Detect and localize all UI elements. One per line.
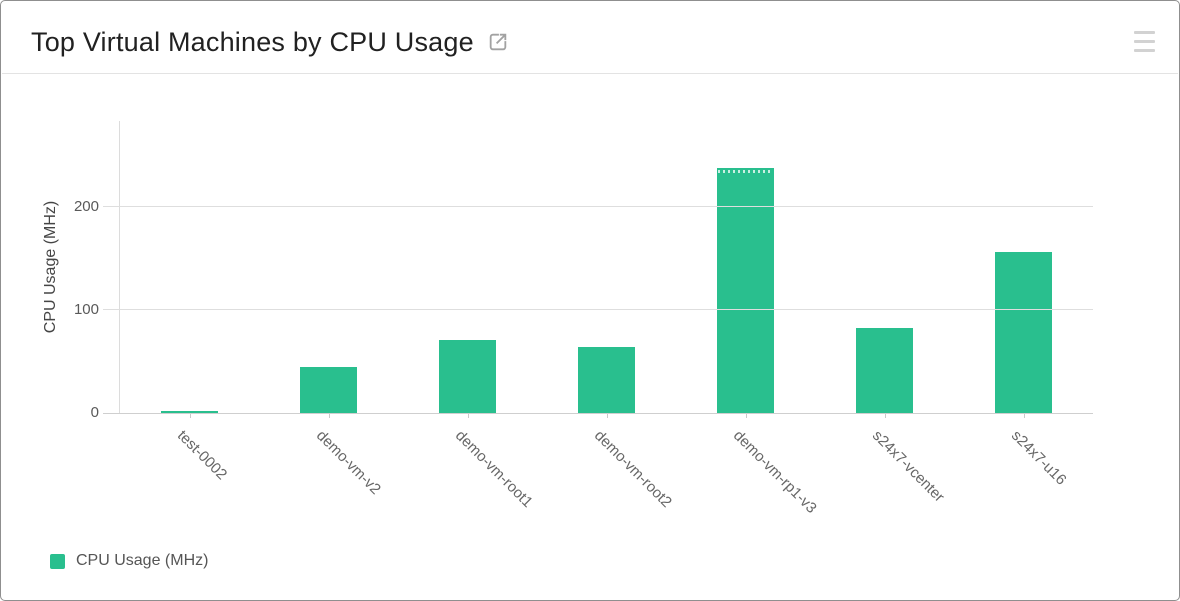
x-tick-mark	[328, 414, 330, 418]
category-slot: s24x7-vcenter	[815, 121, 954, 506]
x-tick-label: demo-vm-root1	[451, 427, 536, 511]
header-divider	[2, 73, 1178, 74]
legend-label: CPU Usage (MHz)	[76, 552, 209, 569]
x-tick-mark	[745, 414, 747, 418]
legend-swatch	[50, 553, 65, 569]
widget-header: Top Virtual Machines by CPU Usage	[31, 26, 509, 58]
x-axis-baseline-extension	[103, 413, 120, 414]
x-tick-mark	[189, 414, 191, 418]
open-in-new-icon	[489, 33, 507, 51]
category-slot: demo-vm-root1	[398, 121, 537, 511]
category-slot: demo-vm-v2	[259, 121, 398, 498]
x-tick-label: demo-vm-rp1-v3	[729, 427, 820, 517]
y-tick-label: 100	[73, 300, 99, 318]
bar-demo-vm-root1[interactable]	[439, 339, 496, 413]
x-tick-label: test-0002	[173, 427, 230, 484]
gridline	[103, 205, 1093, 207]
category-slot: demo-vm-root2	[537, 121, 676, 511]
bar-slots: test-0002 demo-vm-v2 demo-vm-root1 demo-vm-…	[120, 121, 1093, 517]
category-slot: demo-vm-rp1-v3	[676, 121, 819, 517]
x-tick-label: demo-vm-root2	[590, 427, 675, 511]
x-tick-mark	[1023, 414, 1025, 418]
category-slot: test-0002	[120, 121, 259, 483]
bar-s24x7-u16[interactable]	[995, 252, 1052, 413]
x-tick-label: s24x7-vcenter	[868, 427, 948, 506]
y-tick-label: 200	[73, 197, 99, 215]
x-tick-label: s24x7-u16	[1007, 427, 1070, 489]
x-tick-mark	[884, 414, 886, 418]
hamburger-menu-icon	[1134, 30, 1156, 52]
gridline	[103, 308, 1093, 310]
page-title: Top Virtual Machines by CPU Usage	[31, 27, 474, 57]
y-tick-label: 0	[90, 404, 99, 421]
bar-demo-vm-root2[interactable]	[578, 346, 635, 413]
x-tick-mark	[606, 414, 608, 418]
y-axis-title: CPU Usage (MHz)	[42, 200, 59, 334]
x-tick-label: demo-vm-v2	[312, 427, 384, 498]
widget-menu-button[interactable]	[1134, 30, 1156, 52]
category-slot: s24x7-u16	[954, 121, 1093, 489]
x-tick-mark	[467, 414, 469, 418]
bar-demo-vm-v2[interactable]	[300, 366, 357, 413]
legend-item-cpu-usage[interactable]: CPU Usage (MHz)	[50, 553, 208, 569]
plot-area: test-0002 demo-vm-v2 demo-vm-root1 demo-vm-…	[74, 121, 1093, 517]
bar-demo-vm-rp1-v3[interactable]	[717, 168, 774, 413]
bar-s24x7-vcenter[interactable]	[856, 328, 913, 413]
expand-button[interactable]	[487, 31, 509, 53]
bar-test-0002[interactable]	[161, 410, 218, 413]
